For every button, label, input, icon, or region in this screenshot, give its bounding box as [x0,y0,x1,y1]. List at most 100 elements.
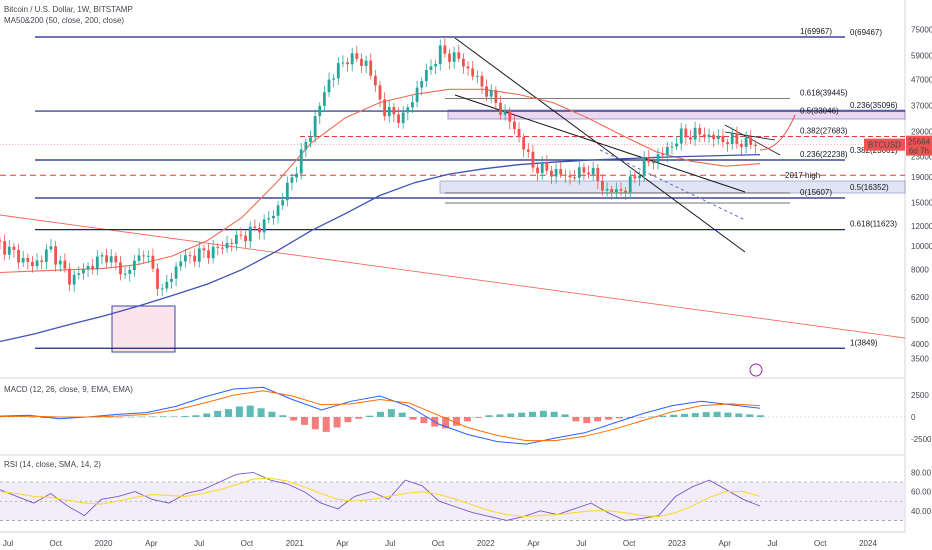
price-candle [420,81,424,88]
price-badge-countdown: 6d 7h [909,147,929,156]
macd-histogram-bar [561,414,569,417]
price-candle [749,137,753,145]
price-candle [341,62,345,64]
price-candle [526,149,530,152]
time-axis-tick: Apr [718,539,731,548]
price-candle [170,278,173,282]
macd-histogram-bar [420,417,428,424]
time-axis-tick: Jul [3,539,13,548]
price-candle [309,137,312,142]
time-axis-tick: 2022 [477,539,495,548]
price-candle [378,85,382,100]
price-candle [132,260,136,271]
price-candle [68,268,71,285]
macd-histogram-bar [355,417,363,419]
macd-histogram-bar [702,412,710,417]
price-candle [262,219,266,233]
macd-histogram-bar [463,417,471,422]
price-candle [601,181,604,191]
price-candle [119,262,122,275]
macd-histogram-bar [442,417,450,429]
macd-histogram-bar [181,415,189,417]
price-candle [156,268,159,289]
macd-histogram-bar [344,417,352,423]
macd-line [0,390,761,442]
rsi-axis-tick: 80.00 [911,468,932,477]
price-candle [165,281,169,289]
price-candle [471,68,475,77]
price-candle [438,45,442,65]
price-candle [216,246,220,248]
price-candle [123,273,127,275]
price-candle [179,261,183,267]
price-candle [716,135,720,140]
fib-level-label: 0.618(11623) [850,220,897,229]
wedge-line [724,124,781,156]
macd-label: MACD (12, 26, close, 9, EMA, EMA) [4,385,133,394]
time-axis-tick: Jul [767,539,777,548]
price-axis-tick: 59000 [911,51,932,60]
resistance-zone-box [447,109,906,120]
macd-histogram-bar [311,417,319,430]
macd-histogram-bar [637,417,645,418]
price-candle [573,177,577,179]
price-candle [642,157,646,176]
macd-histogram-bar [550,411,558,417]
support-zone-box [439,180,906,194]
price-candle [702,134,706,138]
price-candle [540,162,544,174]
price-candle [424,69,428,82]
price-candle [21,257,25,263]
time-axis-tick: 2024 [859,539,877,548]
macd-histogram-bar [225,409,232,417]
macd-histogram-bar [398,412,406,417]
price-candle [58,260,62,265]
price-candle [684,128,688,138]
fib-level-label: 0.236(22238) [800,150,848,159]
macd-histogram-bar [159,416,167,417]
price-candle [253,226,257,228]
price-candle [0,240,2,242]
price-candle [239,234,243,236]
price-candle [443,45,447,54]
price-candle [689,137,692,140]
macd-histogram-bar [583,417,591,424]
macd-histogram-bar [453,417,460,426]
price-candle [485,86,488,97]
price-candle [95,256,99,270]
price-candle [54,246,58,265]
macd-histogram-bar [116,417,124,418]
price-candle [452,52,456,62]
price-candle [35,260,39,267]
time-axis-tick: Jul [576,539,586,548]
macd-histogram-bar [518,412,526,417]
projection-line [599,149,746,221]
time-axis-tick: 2021 [286,539,304,548]
time-axis-tick: 2020 [95,539,113,548]
price-candle [661,154,665,156]
price-candle [234,234,238,244]
price-candle [656,154,660,163]
price-axis-tick: 3500 [911,354,929,363]
bottom-zone-box [111,305,176,353]
macd-axis-tick: 2500 [911,391,929,400]
macd-histogram-bar [648,416,656,418]
price-candle [744,137,748,147]
price-candle [40,260,44,263]
time-axis-tick: Oct [241,539,254,548]
price-candle [146,255,150,257]
price-candle [225,242,229,249]
macd-histogram-bar [387,409,395,417]
price-candle [475,75,479,77]
macd-histogram-bar [257,408,265,417]
price-axis-tick: 6200 [911,293,929,302]
price-candle [183,255,187,262]
price-candle [26,257,30,262]
time-axis-tick: Apr [527,539,540,548]
time-axis-tick: Jul [385,539,395,548]
price-candle [364,60,368,66]
macd-histogram-bar [322,417,330,432]
price-candle [434,64,438,67]
price-candle [327,79,331,93]
